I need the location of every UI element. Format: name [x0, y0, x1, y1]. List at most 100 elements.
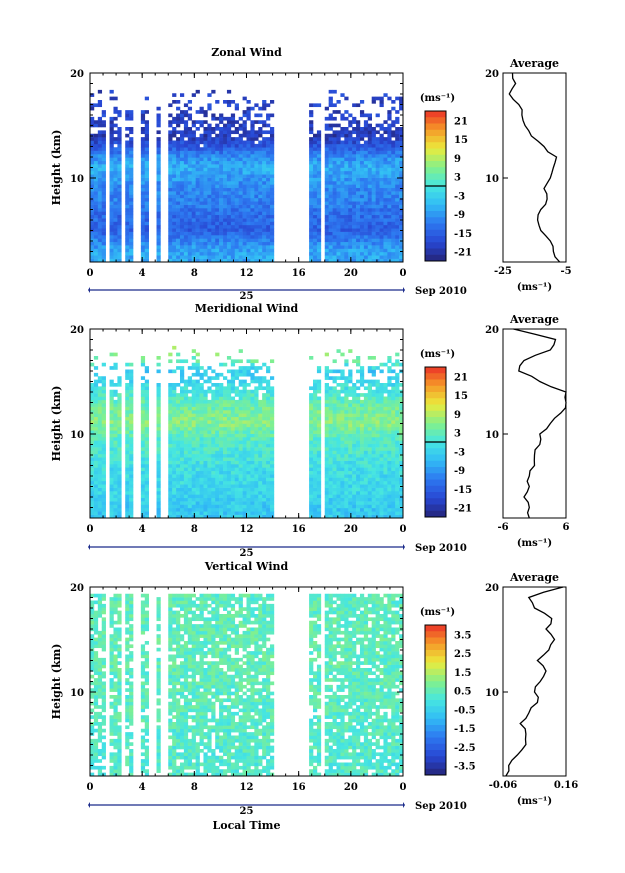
- heatmap-cell: [156, 399, 161, 404]
- heatmap-cell: [367, 248, 372, 253]
- heatmap-cell: [359, 127, 365, 131]
- heatmap-cell: [187, 157, 193, 162]
- heatmap-cell: [223, 224, 228, 229]
- heatmap-cell: [258, 514, 263, 519]
- heatmap-cell: [316, 484, 322, 488]
- heatmap-cell: [117, 383, 122, 387]
- heatmap-cell: [352, 514, 357, 519]
- heatmap-cell: [238, 491, 243, 495]
- heatmap-cell: [179, 386, 185, 391]
- heatmap-cell: [109, 413, 114, 418]
- heatmap-cell: [246, 251, 251, 256]
- heatmap-cell: [238, 440, 243, 445]
- heatmap-cell: [203, 447, 208, 451]
- heatmap-cell: [156, 487, 161, 492]
- heatmap-cell: [328, 470, 333, 475]
- heatmap-cell: [234, 450, 239, 455]
- heatmap-cell: [316, 494, 322, 499]
- heatmap-cell: [109, 127, 114, 131]
- heatmap-cell: [234, 191, 239, 195]
- heatmap-cell: [230, 181, 236, 185]
- heatmap-cell: [254, 211, 259, 216]
- heatmap-cell: [359, 133, 365, 138]
- heatmap-cell: [242, 430, 247, 434]
- heatmap-cell: [262, 457, 267, 461]
- heatmap-cell: [238, 450, 243, 455]
- heatmap-cell: [172, 133, 177, 138]
- colorbar-unit: (ms⁻¹): [420, 93, 455, 104]
- heatmap-cell: [219, 426, 224, 431]
- heatmap-cell: [117, 255, 122, 259]
- heatmap-cell: [313, 416, 318, 421]
- heatmap-cell: [226, 389, 232, 394]
- heatmap-cell: [144, 147, 149, 151]
- heatmap-cell: [113, 214, 118, 219]
- heatmap-cell: [144, 396, 149, 401]
- heatmap-cell: [176, 255, 181, 259]
- heatmap-cell: [223, 154, 228, 158]
- heatmap-cell: [383, 170, 388, 175]
- heatmap-cell: [129, 197, 134, 202]
- heatmap-cell: [324, 450, 329, 455]
- heatmap-cell: [269, 501, 275, 505]
- heatmap-cell: [183, 197, 189, 202]
- heatmap-cell: [344, 450, 349, 455]
- heatmap-cell: [340, 460, 345, 465]
- heatmap-cell: [223, 416, 228, 421]
- heatmap-cell: [269, 218, 275, 222]
- heatmap-cell: [328, 133, 333, 138]
- heatmap-cell: [332, 245, 337, 249]
- heatmap-cell: [183, 430, 189, 434]
- heatmap-cell: [238, 416, 243, 421]
- heatmap-cell: [379, 204, 384, 209]
- heatmap-cell: [195, 487, 200, 492]
- heatmap-cell: [332, 214, 337, 219]
- heatmap-cell: [179, 447, 185, 451]
- heatmap-cell: [117, 221, 122, 226]
- heatmap-cell: [363, 174, 369, 178]
- heatmap-cell: [176, 416, 181, 421]
- heatmap-cell: [250, 181, 255, 185]
- heatmap-cell: [234, 484, 239, 488]
- heatmap-cell: [195, 420, 200, 424]
- heatmap-cell: [211, 460, 216, 465]
- heatmap-cell: [211, 231, 216, 236]
- heatmap-cell: [203, 457, 208, 461]
- heatmap-cell: [230, 376, 236, 380]
- heatmap-cell: [242, 154, 247, 158]
- heatmap-cell: [379, 103, 384, 108]
- heatmap-cell: [215, 133, 220, 138]
- heatmap-cell: [387, 174, 392, 178]
- heatmap-cell: [113, 403, 118, 407]
- heatmap-cell: [238, 447, 243, 451]
- heatmap-cell: [172, 150, 177, 155]
- heatmap-cell: [219, 467, 224, 472]
- heatmap-cell: [144, 157, 149, 162]
- heatmap-cell: [266, 130, 271, 135]
- heatmap-cell: [207, 514, 212, 519]
- heatmap-cell: [211, 470, 216, 475]
- heatmap-cell: [183, 403, 189, 407]
- heatmap-cell: [383, 147, 388, 151]
- heatmap-cell: [211, 160, 216, 165]
- heatmap-cell: [383, 154, 388, 158]
- heatmap-cell: [379, 167, 384, 172]
- heatmap-cell: [348, 470, 353, 475]
- heatmap-cell: [203, 399, 208, 404]
- heatmap-cell: [367, 255, 372, 259]
- heatmap-cell: [250, 154, 255, 158]
- heatmap-cell: [183, 248, 189, 253]
- heatmap-cell: [340, 211, 345, 216]
- heatmap-cell: [375, 177, 380, 182]
- heatmap-cell: [309, 238, 314, 243]
- heatmap-cell: [324, 487, 329, 492]
- heatmap-cell: [336, 191, 341, 195]
- heatmap-cell: [203, 130, 208, 135]
- heatmap-cell: [113, 150, 118, 155]
- heatmap-cell: [156, 484, 161, 488]
- heatmap-cell: [101, 480, 106, 485]
- heatmap-cell: [367, 218, 372, 222]
- heatmap-cell: [129, 214, 134, 219]
- heatmap-cell: [266, 170, 271, 175]
- heatmap-cell: [191, 383, 196, 387]
